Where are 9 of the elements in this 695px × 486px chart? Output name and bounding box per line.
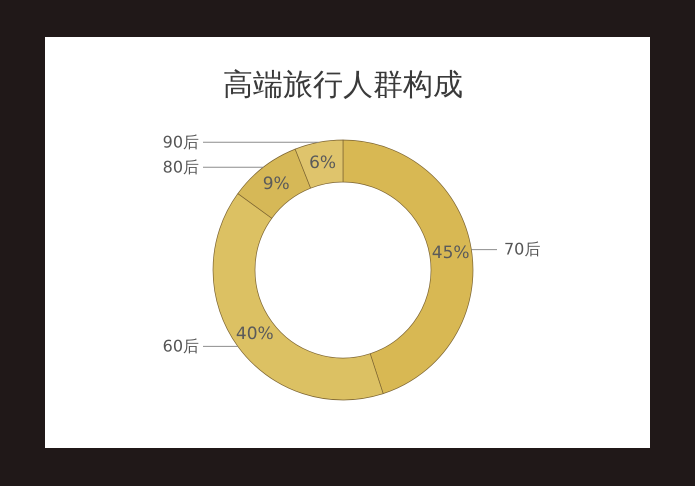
slice-label: 80后 <box>162 157 199 176</box>
slice-label: 60后 <box>162 336 199 356</box>
slice-label: 90后 <box>162 132 199 152</box>
data-label: 6% <box>309 152 336 173</box>
slice-label: 70后 <box>504 240 540 259</box>
data-label: 45% <box>432 242 470 263</box>
data-label: 9% <box>262 174 290 194</box>
data-label: 40% <box>236 324 274 344</box>
chart-title: 高端旅行人群构成 <box>223 67 463 102</box>
